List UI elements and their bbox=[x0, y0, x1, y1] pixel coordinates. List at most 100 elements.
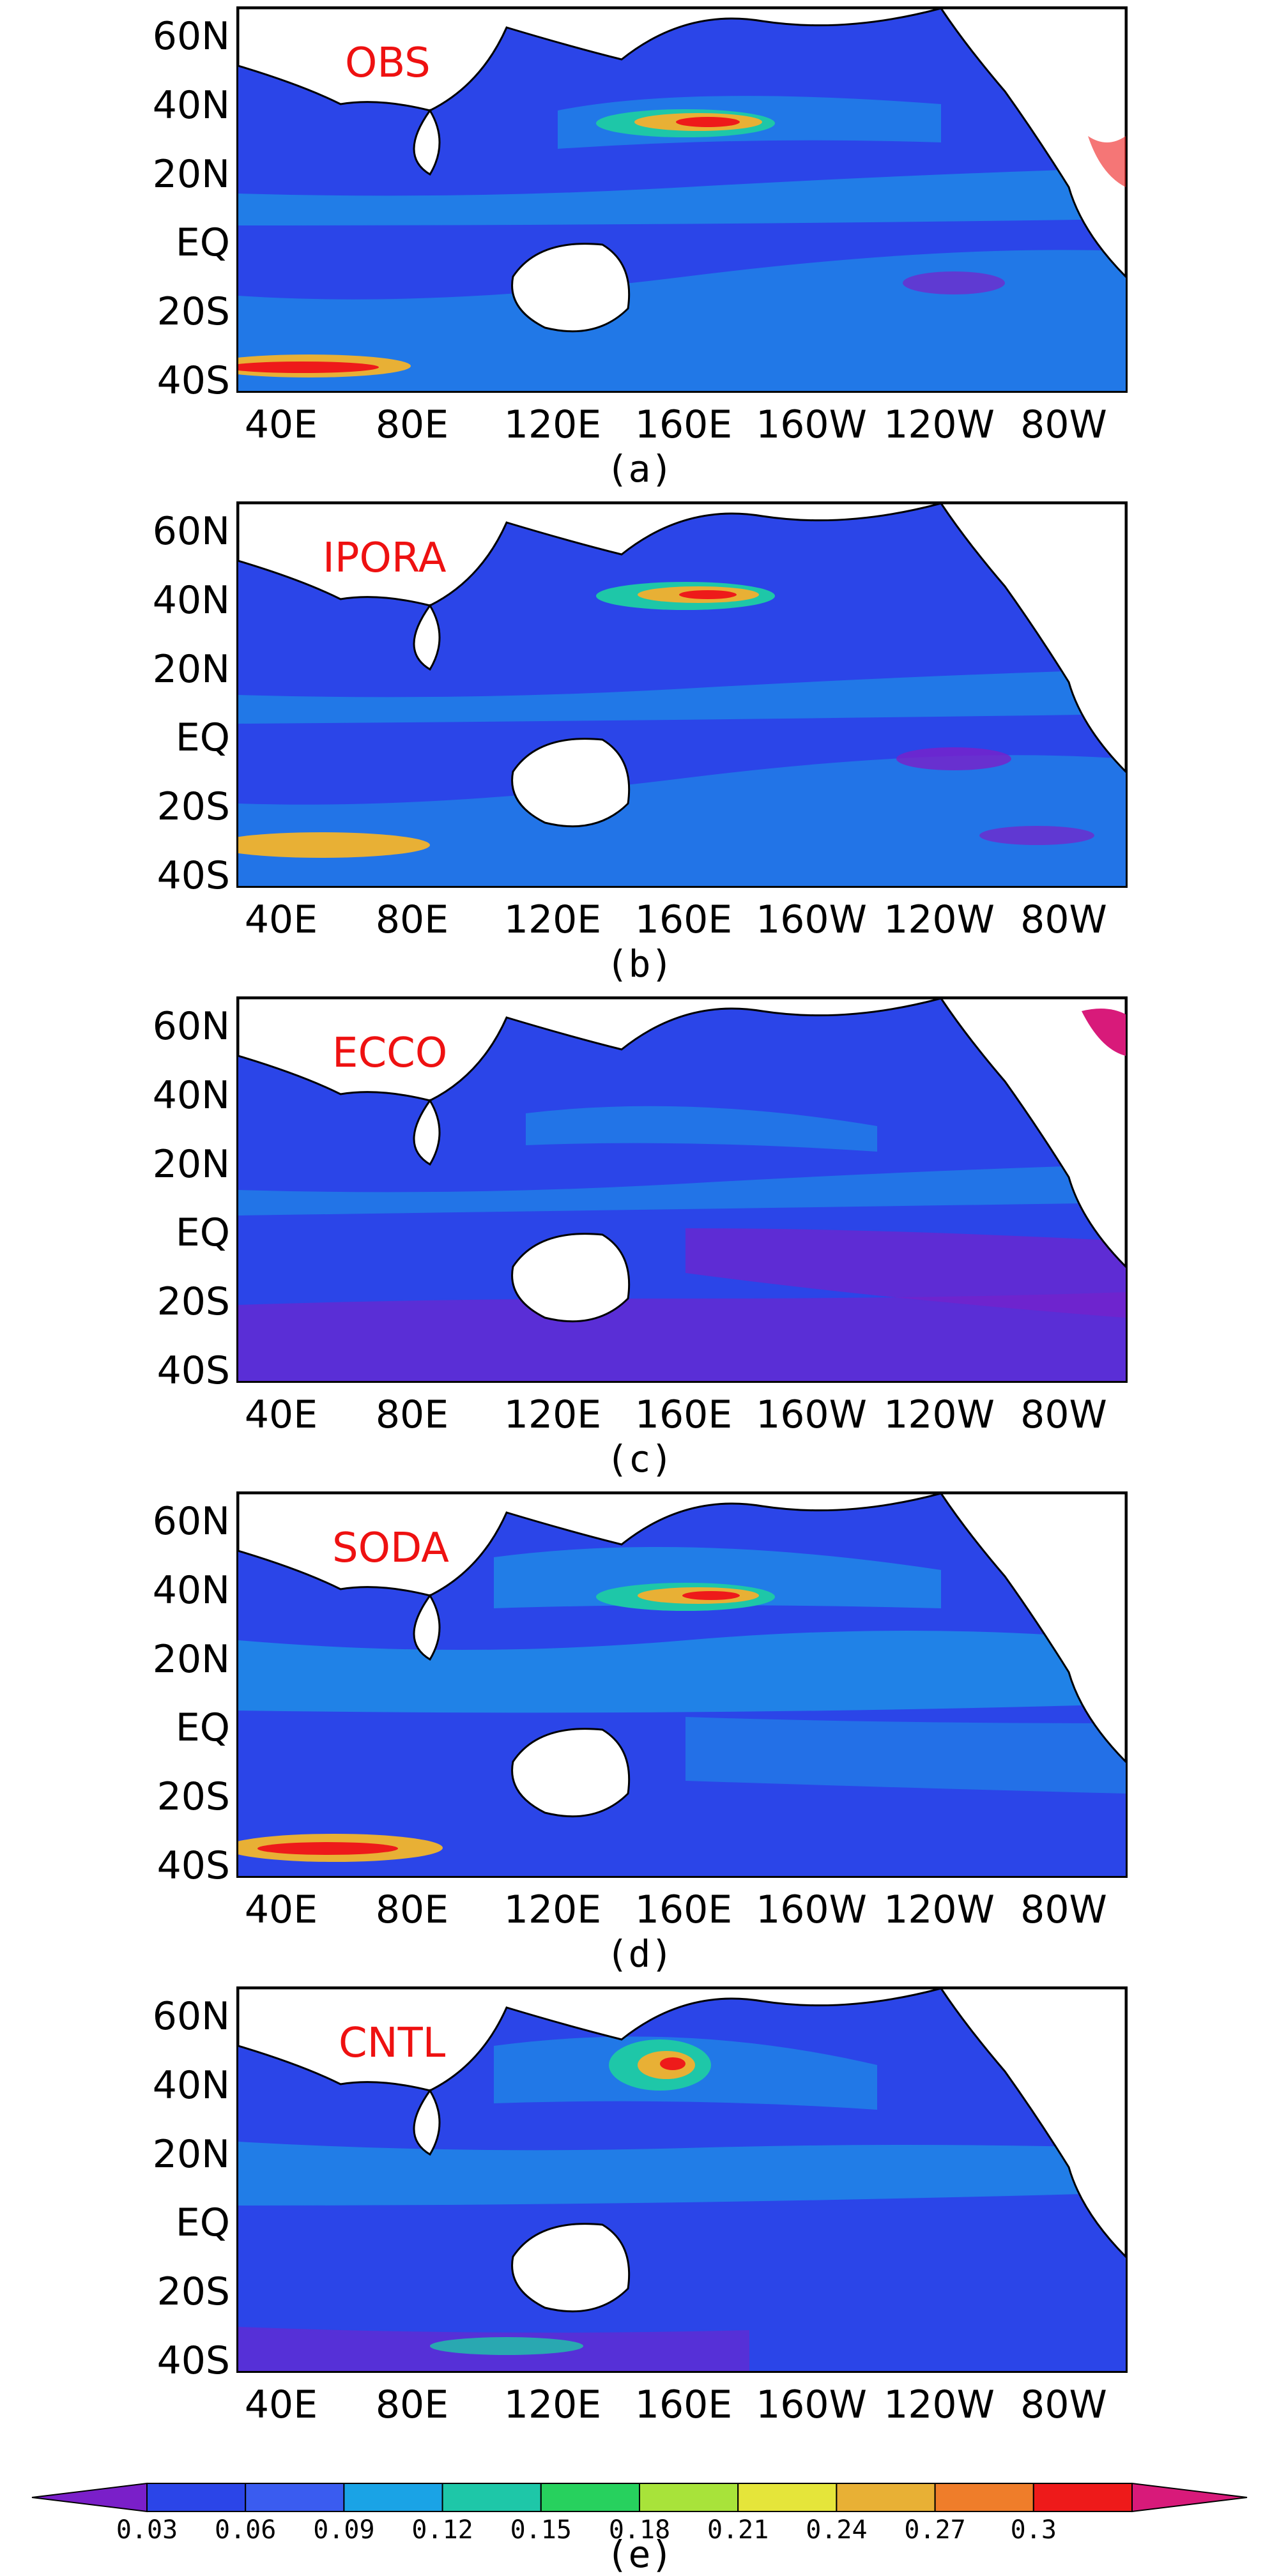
lon-tick: 160W bbox=[756, 402, 867, 447]
lon-tick: 80E bbox=[375, 2382, 449, 2427]
colorbar-tick-label: 0.03 bbox=[116, 2515, 178, 2545]
lat-tick: EQ bbox=[175, 2200, 230, 2245]
lat-tick: 60N bbox=[152, 1994, 230, 2039]
lon-tick: 40E bbox=[244, 897, 318, 942]
lon-tick: 160E bbox=[634, 1887, 733, 1932]
lat-tick: 40S bbox=[157, 358, 230, 403]
ocean-map bbox=[238, 1493, 1126, 1876]
lat-tick: 40S bbox=[157, 2338, 230, 2383]
colorbar-swatch bbox=[639, 2483, 739, 2512]
lat-tick: 20S bbox=[157, 1774, 230, 1819]
colorbar-swatches bbox=[31, 2482, 1248, 2513]
lon-tick: 80E bbox=[375, 897, 449, 942]
map-frame bbox=[236, 1986, 1128, 2373]
lon-tick: 120W bbox=[884, 897, 995, 942]
lon-tick: 40E bbox=[244, 1392, 318, 1437]
map-panel-cntl: CNTL 60N 40N 20N EQ 20S 40S 40E 80E 120E… bbox=[0, 1980, 1279, 2472]
lat-tick: 20S bbox=[157, 784, 230, 829]
colorbar-panel-label: (e) bbox=[606, 2533, 673, 2576]
panel-label: (c) bbox=[606, 1437, 673, 1481]
lon-tick: 160E bbox=[634, 1392, 733, 1437]
colorbar-tick-label: 0.15 bbox=[510, 2515, 572, 2545]
lon-tick: 120E bbox=[503, 2382, 602, 2427]
lat-tick: 20N bbox=[152, 1142, 230, 1187]
colorbar-swatch bbox=[934, 2483, 1034, 2512]
colorbar-high-arrow bbox=[1131, 2482, 1248, 2513]
colorbar-swatch bbox=[836, 2483, 936, 2512]
lat-tick: 20S bbox=[157, 289, 230, 334]
map-panel-ipora: IPORA 60N 40N 20N EQ 20S 40S 40E 80E 120… bbox=[0, 495, 1279, 987]
lat-tick: 60N bbox=[152, 1499, 230, 1544]
colorbar: 0.03 0.06 0.09 0.12 0.15 0.18 0.21 0.24 0.27 0.3 … bbox=[0, 2478, 1279, 2576]
lat-tick: 40N bbox=[152, 2063, 230, 2108]
lon-tick: 160E bbox=[634, 402, 733, 447]
lon-tick: 120E bbox=[503, 897, 602, 942]
lon-tick: 120W bbox=[884, 1392, 995, 1437]
lon-tick: 80W bbox=[1020, 2382, 1107, 2427]
colorbar-tick-label: 0.27 bbox=[904, 2515, 966, 2545]
panel-label: (d) bbox=[606, 1932, 673, 1976]
lon-tick: 160W bbox=[756, 897, 867, 942]
lon-tick: 160E bbox=[634, 897, 733, 942]
lon-tick: 120E bbox=[503, 402, 602, 447]
map-frame bbox=[236, 501, 1128, 888]
lon-tick: 80W bbox=[1020, 402, 1107, 447]
lon-tick: 80W bbox=[1020, 897, 1107, 942]
ocean-map bbox=[238, 503, 1126, 886]
map-panel-soda: SODA 60N 40N 20N EQ 20S 40S 40E 80E 120E… bbox=[0, 1485, 1279, 1977]
lat-tick: 40S bbox=[157, 853, 230, 898]
lat-tick: 60N bbox=[152, 509, 230, 554]
colorbar-swatch bbox=[1032, 2483, 1133, 2512]
lon-tick: 80E bbox=[375, 1392, 449, 1437]
ocean-map bbox=[238, 8, 1126, 391]
lat-tick: 20S bbox=[157, 1279, 230, 1324]
lon-tick: 120W bbox=[884, 2382, 995, 2427]
colorbar-tick-label: 0.09 bbox=[313, 2515, 375, 2545]
colorbar-tick-label: 0.06 bbox=[215, 2515, 277, 2545]
map-frame bbox=[236, 1491, 1128, 1878]
lon-tick: 120W bbox=[884, 1887, 995, 1932]
lon-tick: 160E bbox=[634, 2382, 733, 2427]
colorbar-swatch bbox=[146, 2483, 247, 2512]
lat-tick: 20N bbox=[152, 2132, 230, 2177]
dataset-label: OBS bbox=[345, 40, 431, 87]
colorbar-swatch bbox=[737, 2483, 838, 2512]
map-frame bbox=[236, 6, 1128, 393]
lat-tick: 40N bbox=[152, 578, 230, 623]
ocean-map bbox=[238, 998, 1126, 1381]
ocean-map bbox=[238, 1988, 1126, 2371]
lon-tick: 160W bbox=[756, 1887, 867, 1932]
colorbar-swatch bbox=[441, 2483, 542, 2512]
lat-tick: 40N bbox=[152, 1073, 230, 1118]
colorbar-swatch bbox=[540, 2483, 640, 2512]
lon-tick: 40E bbox=[244, 1887, 318, 1932]
panel-label: (b) bbox=[606, 942, 673, 986]
lon-tick: 160W bbox=[756, 1392, 867, 1437]
lon-tick: 120E bbox=[503, 1392, 602, 1437]
lat-tick: 20N bbox=[152, 647, 230, 692]
lon-tick: 40E bbox=[244, 402, 318, 447]
lon-tick: 80E bbox=[375, 1887, 449, 1932]
dataset-label: SODA bbox=[332, 1525, 449, 1572]
dataset-label: IPORA bbox=[323, 535, 447, 582]
dataset-label: ECCO bbox=[332, 1030, 448, 1077]
lon-tick: 80W bbox=[1020, 1887, 1107, 1932]
lat-tick: EQ bbox=[175, 1705, 230, 1750]
colorbar-swatch bbox=[245, 2483, 345, 2512]
lon-tick: 80E bbox=[375, 402, 449, 447]
colorbar-tick-label: 0.12 bbox=[411, 2515, 473, 2545]
lat-tick: 60N bbox=[152, 14, 230, 59]
colorbar-tick-label: 0.24 bbox=[806, 2515, 868, 2545]
map-frame bbox=[236, 996, 1128, 1383]
lon-tick: 120W bbox=[884, 402, 995, 447]
lat-tick: 20S bbox=[157, 2269, 230, 2314]
colorbar-swatch bbox=[343, 2483, 443, 2512]
colorbar-tick-label: 0.21 bbox=[707, 2515, 769, 2545]
lat-tick: 40S bbox=[157, 1843, 230, 1888]
lon-tick: 40E bbox=[244, 2382, 318, 2427]
lat-tick: 40N bbox=[152, 1568, 230, 1613]
lon-tick: 160W bbox=[756, 2382, 867, 2427]
lon-tick: 120E bbox=[503, 1887, 602, 1932]
colorbar-tick-label: 0.18 bbox=[608, 2515, 671, 2545]
colorbar-tick-label: 0.3 bbox=[1010, 2515, 1057, 2545]
